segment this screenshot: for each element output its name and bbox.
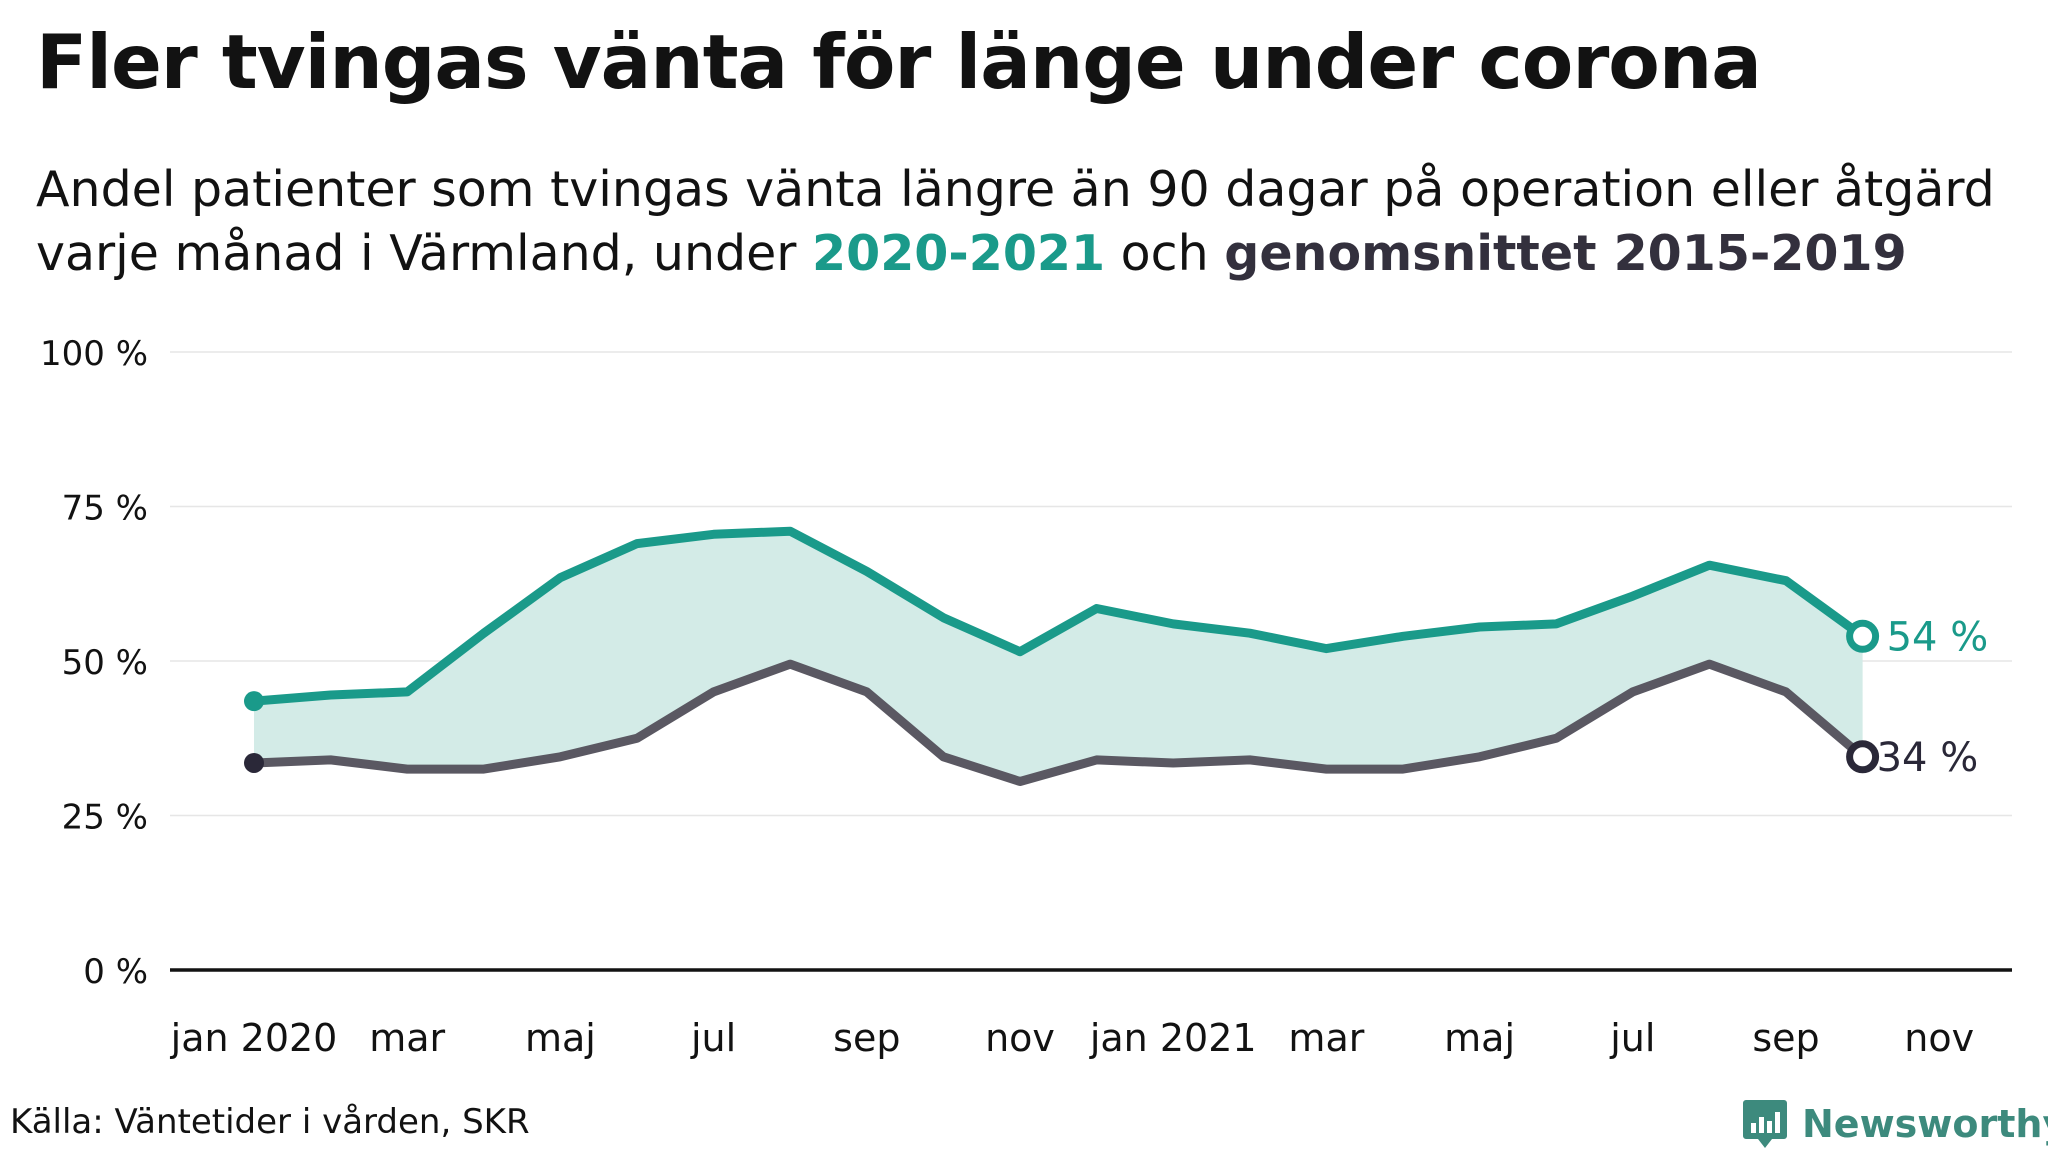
- x-tick-label: jul: [690, 1016, 736, 1060]
- x-tick-label: mar: [369, 1016, 445, 1060]
- x-tick-label: jan 2020: [170, 1016, 338, 1060]
- source-note: Källa: Väntetider i vården, SKR: [10, 1102, 530, 1142]
- y-tick-label: 75 %: [62, 489, 148, 529]
- subtitle-line-1: Andel patienter som tvingas vänta längre…: [36, 161, 1995, 218]
- series-markers: [244, 619, 1880, 774]
- difference-area: [254, 531, 1863, 782]
- series-line-2020-2021: [249, 526, 1868, 706]
- x-tick-label: sep: [1752, 1016, 1819, 1060]
- x-tick-label: sep: [833, 1016, 900, 1060]
- x-tick-label: nov: [985, 1016, 1055, 1060]
- y-tick-label: 50 %: [62, 643, 148, 683]
- end-labels: 54 % 34 %: [1877, 614, 1989, 781]
- x-tick-label: jul: [1609, 1016, 1655, 1060]
- y-axis-ticks: 0 % 25 % 50 % 75 % 100 %: [40, 334, 148, 992]
- brand-name: Newsworthy: [1802, 1102, 2048, 1146]
- end-marker-2020-2021: [1846, 619, 1880, 653]
- series-lines: [249, 526, 1868, 786]
- subtitle-highlight-series-b: genomsnittet 2015-2019: [1224, 225, 1907, 282]
- start-marker-2020-2021: [244, 691, 264, 712]
- x-tick-label: maj: [1444, 1016, 1515, 1060]
- end-label-2020-2021: 54 %: [1887, 614, 1989, 660]
- subtitle-highlight-series-a: 2020-2021: [812, 225, 1106, 282]
- chart-subtitle: Andel patienter som tvingas vänta längre…: [36, 158, 2046, 286]
- y-tick-label: 100 %: [40, 334, 148, 374]
- series-line-genomsnittet-2015-2019: [249, 659, 1868, 786]
- brand: Newsworthy: [1742, 1096, 2048, 1152]
- subtitle-prefix: varje månad i Värmland, under: [36, 225, 813, 282]
- difference-area-fill: [254, 531, 1863, 782]
- chart-title: Fler tvingas vänta för länge under coron…: [36, 18, 1762, 106]
- newsworthy-logo-icon: [1743, 1100, 1787, 1148]
- subtitle-line-2: varje månad i Värmland, under 2020-2021 …: [36, 222, 2046, 286]
- x-tick-label: mar: [1288, 1016, 1364, 1060]
- x-tick-label: jan 2021: [1089, 1016, 1257, 1060]
- subtitle-middle: och: [1105, 225, 1225, 282]
- x-axis-ticks: jan 2020 mar maj jul sep nov jan 2021 mar maj jul…: [170, 1016, 1974, 1060]
- end-label-genomsnittet-2015-2019: 34 %: [1877, 735, 1979, 781]
- x-tick-label: maj: [525, 1016, 596, 1060]
- y-tick-label: 0 %: [83, 952, 148, 992]
- start-marker-genomsnittet-2015-2019: [244, 752, 264, 773]
- end-marker-genomsnittet-2015-2019: [1846, 740, 1880, 774]
- y-tick-label: 25 %: [62, 798, 148, 838]
- x-tick-label: nov: [1904, 1016, 1974, 1060]
